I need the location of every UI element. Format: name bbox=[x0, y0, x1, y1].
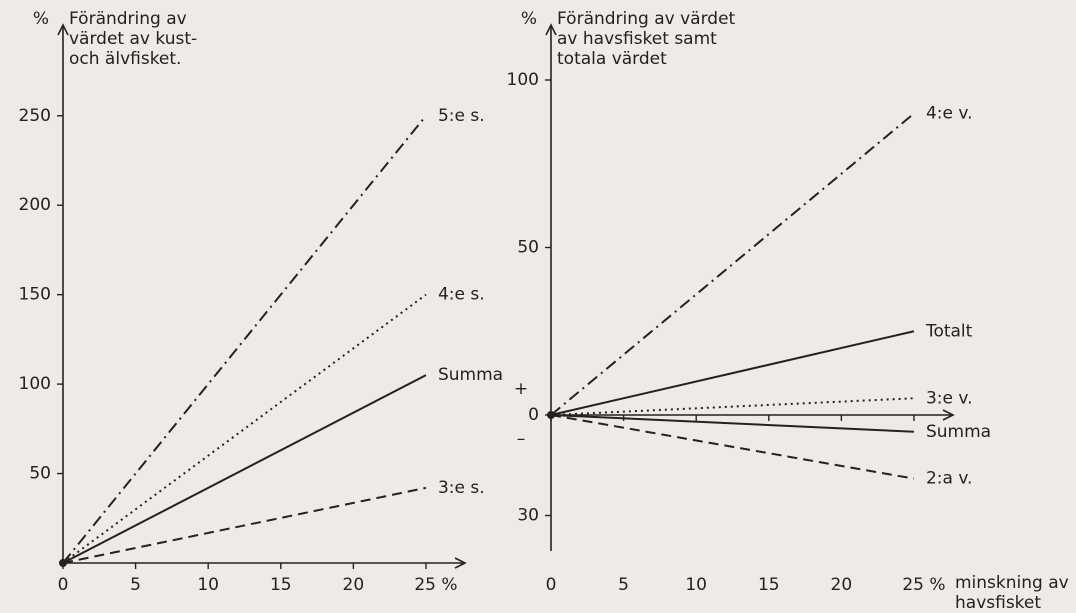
x-tick-label: 20 bbox=[343, 575, 365, 595]
y-tick-label: 50 bbox=[517, 238, 539, 258]
chart-title: Förändring av värdet av kust-och älvfiske… bbox=[69, 9, 197, 69]
series-label: 3:e s. bbox=[438, 478, 485, 498]
origin-dot bbox=[59, 559, 67, 567]
series-line bbox=[550, 112, 915, 416]
y-unit: % bbox=[521, 9, 537, 29]
series-label: 2:a v. bbox=[926, 469, 973, 489]
y-tick-label: 100 bbox=[19, 374, 51, 394]
x-arrow bbox=[942, 409, 955, 421]
plus-sign: + bbox=[514, 379, 528, 399]
x-arrow bbox=[454, 557, 467, 569]
y-tick-label: 30 bbox=[517, 506, 539, 526]
x-tick-label: 20 bbox=[831, 575, 853, 595]
series-line bbox=[62, 374, 427, 564]
origin-dot bbox=[547, 411, 555, 419]
y-tick-label: 50 bbox=[29, 464, 51, 484]
series-line bbox=[62, 293, 427, 564]
series-line bbox=[62, 486, 427, 564]
series-line bbox=[550, 414, 915, 480]
series-line bbox=[62, 115, 427, 564]
chart-title: Förändring av värdet av havsfisket samt to… bbox=[557, 9, 736, 69]
x-tick-label: 25 % bbox=[902, 575, 945, 595]
y-tick-label: 250 bbox=[19, 106, 51, 126]
x-tick-label: 0 bbox=[58, 575, 69, 595]
series-line bbox=[550, 330, 915, 416]
x-tick-label: 25 % bbox=[414, 575, 457, 595]
x-tick-label: 5 bbox=[618, 575, 629, 595]
x-axis-label: minskning av havsfisket bbox=[955, 573, 1069, 613]
y-tick-label: 100 bbox=[507, 70, 539, 90]
y-tick-label: 200 bbox=[19, 195, 51, 215]
series-label: 4:e v. bbox=[926, 104, 973, 124]
y-tick-label: 150 bbox=[19, 285, 51, 305]
series-label: 5:e s. bbox=[438, 106, 485, 126]
series-label: 3:e v. bbox=[926, 388, 973, 408]
y-unit: % bbox=[33, 9, 49, 29]
y-arrow bbox=[57, 23, 69, 36]
y-tick-label: 0 bbox=[528, 405, 539, 425]
x-tick-label: 0 bbox=[546, 575, 557, 595]
series-label: Totalt bbox=[925, 321, 973, 341]
x-tick-label: 15 bbox=[270, 575, 292, 595]
minus-sign: – bbox=[517, 429, 526, 449]
series-line bbox=[550, 414, 915, 433]
series-label: Summa bbox=[926, 422, 991, 442]
x-tick-label: 10 bbox=[197, 575, 219, 595]
series-line bbox=[550, 397, 915, 416]
x-tick-label: 5 bbox=[130, 575, 141, 595]
series-label: Summa bbox=[438, 365, 503, 385]
x-tick-label: 10 bbox=[685, 575, 707, 595]
series-label: 4:e s. bbox=[438, 285, 485, 305]
x-tick-label: 15 bbox=[758, 575, 780, 595]
y-arrow bbox=[545, 23, 557, 36]
